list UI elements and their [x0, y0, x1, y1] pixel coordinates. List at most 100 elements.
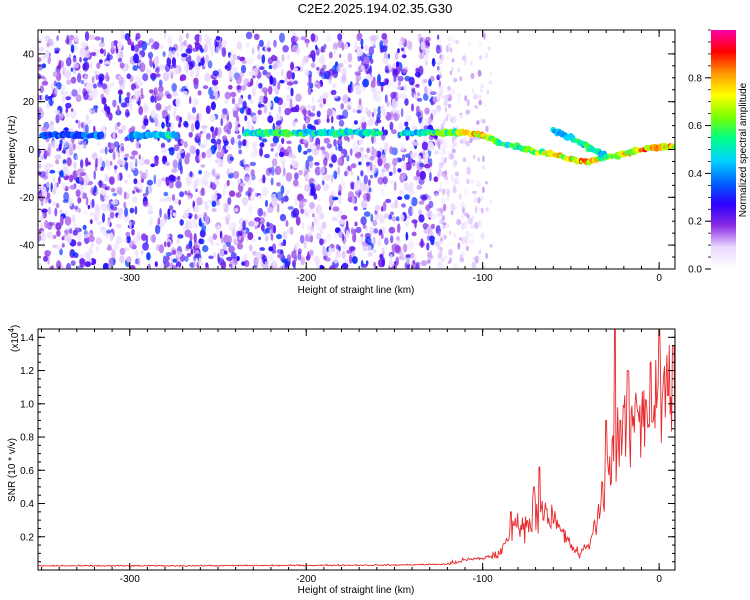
- noise-cell: [293, 67, 299, 72]
- noise-cell: [275, 124, 282, 131]
- noise-cell: [297, 144, 302, 153]
- noise-cell: [186, 63, 189, 73]
- noise-cell: [89, 219, 93, 225]
- noise-cell: [465, 140, 470, 147]
- noise-cell: [456, 218, 462, 226]
- noise-cell: [384, 213, 389, 219]
- noise-cell: [181, 41, 186, 46]
- noise-cell: [211, 169, 216, 176]
- noise-cell: [396, 85, 403, 90]
- noise-cell: [437, 93, 441, 98]
- noise-cell: [236, 255, 240, 262]
- noise-cell: [83, 61, 90, 71]
- noise-cell: [237, 178, 241, 185]
- noise-cell: [450, 202, 456, 211]
- noise-cell: [472, 190, 477, 194]
- noise-cell: [200, 188, 205, 194]
- noise-cell: [351, 196, 355, 205]
- noise-cell: [232, 170, 240, 179]
- noise-cell: [244, 260, 250, 268]
- noise-cell: [223, 250, 228, 255]
- noise-cell: [306, 104, 314, 110]
- noise-cell: [300, 208, 305, 214]
- noise-cell: [401, 203, 406, 208]
- snr-y-axis: 0.2 0.4 0.6 0.8 1.0 1.2 1.4: [20, 328, 675, 571]
- noise-cell: [197, 90, 202, 96]
- noise-cell: [223, 39, 227, 48]
- noise-cell: [454, 171, 460, 177]
- noise-cell: [273, 224, 276, 234]
- noise-cell: [299, 234, 305, 244]
- noise-cell: [226, 256, 233, 261]
- noise-cell: [272, 259, 277, 267]
- noise-cell: [400, 107, 404, 118]
- noise-cell: [290, 106, 298, 113]
- noise-cell: [337, 39, 343, 49]
- noise-cell: [83, 90, 89, 101]
- noise-cell: [447, 88, 450, 94]
- noise-cell: [341, 262, 349, 269]
- noise-cell: [476, 93, 482, 100]
- noise-cell: [47, 38, 54, 46]
- noise-cell: [445, 106, 447, 113]
- noise-cell: [137, 90, 140, 96]
- noise-cell: [489, 198, 492, 205]
- noise-cell: [52, 235, 57, 239]
- noise-cell: [371, 148, 378, 158]
- noise-cell: [161, 177, 166, 182]
- noise-cell: [109, 176, 115, 185]
- noise-cell: [109, 232, 114, 242]
- noise-cell: [51, 140, 58, 149]
- noise-cell: [147, 263, 151, 269]
- noise-cell: [191, 122, 194, 133]
- noise-cell: [350, 163, 357, 169]
- noise-cell: [269, 75, 274, 85]
- noise-cell: [480, 84, 485, 89]
- y-tick-label: 1.0: [20, 399, 34, 410]
- noise-cell: [465, 109, 470, 115]
- noise-cell: [109, 142, 116, 153]
- noise-cell: [347, 52, 353, 63]
- noise-cell: [411, 197, 418, 207]
- noise-cell: [460, 236, 466, 245]
- noise-cell: [71, 89, 78, 97]
- noise-cell: [135, 74, 142, 84]
- noise-cell: [278, 151, 285, 158]
- noise-cell: [140, 178, 144, 183]
- noise-cell: [401, 54, 407, 59]
- noise-cell: [214, 181, 221, 185]
- noise-cell: [54, 154, 62, 160]
- noise-cell: [355, 79, 359, 86]
- noise-cell: [240, 84, 247, 91]
- noise-cell: [267, 40, 271, 47]
- noise-cell: [220, 260, 227, 269]
- noise-cell: [330, 174, 334, 184]
- noise-cell: [210, 101, 216, 111]
- noise-cell: [257, 109, 262, 116]
- noise-cell: [264, 234, 269, 242]
- noise-cell: [148, 185, 153, 194]
- noise-cell: [452, 37, 455, 43]
- noise-cell: [447, 85, 451, 92]
- noise-cell: [340, 218, 346, 226]
- noise-cell: [52, 176, 56, 183]
- noise-cell: [70, 260, 76, 266]
- noise-cell: [397, 75, 404, 82]
- noise-cell: [76, 145, 83, 149]
- noise-cell: [150, 95, 155, 103]
- noise-cell: [178, 199, 182, 206]
- noise-cell: [303, 114, 307, 121]
- noise-cell: [322, 147, 326, 156]
- noise-cell: [443, 255, 448, 260]
- noise-cell: [85, 157, 89, 167]
- noise-cell: [137, 43, 143, 47]
- noise-cell: [128, 240, 135, 249]
- noise-cell: [410, 152, 417, 160]
- noise-cell: [230, 91, 237, 98]
- noise-cell: [402, 45, 406, 55]
- noise-cell: [281, 137, 285, 144]
- noise-cell: [321, 54, 325, 62]
- noise-cell: [436, 34, 440, 40]
- noise-cell: [110, 187, 116, 193]
- noise-cell: [405, 114, 412, 122]
